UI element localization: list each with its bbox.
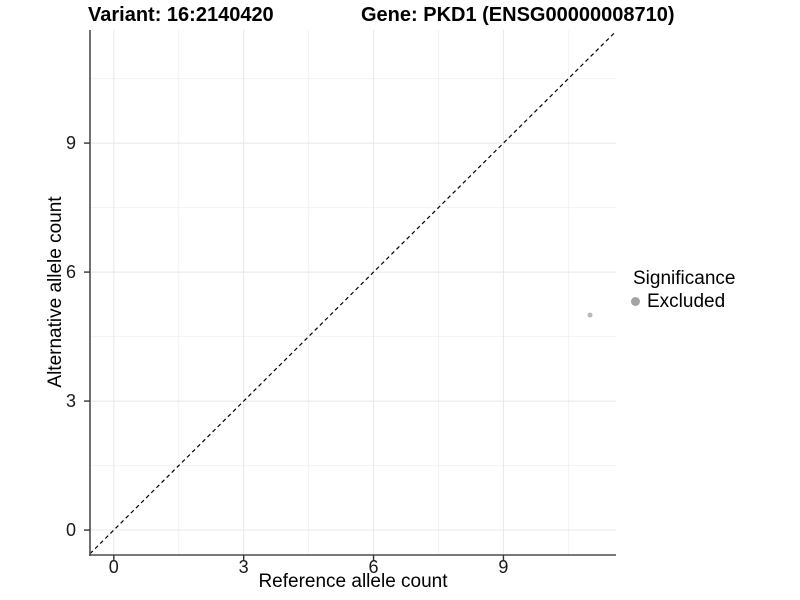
- legend-item-label: Excluded: [647, 291, 726, 312]
- legend-point-icon: [631, 297, 640, 306]
- x-axis-title: Reference allele count: [258, 571, 448, 592]
- plot-title-gene: Gene: PKD1 (ENSG00000008710): [361, 4, 675, 26]
- y-tick-label: 6: [65, 262, 76, 283]
- y-tick-label: 0: [65, 520, 76, 541]
- legend-item-excluded: Excluded: [631, 291, 735, 312]
- plot-title-variant: Variant: 16:2140420: [88, 4, 274, 26]
- x-tick-label: 3: [238, 557, 249, 577]
- x-tick-label: 6: [368, 557, 379, 577]
- legend-title: Significance: [633, 268, 736, 289]
- y-tick-label: 9: [65, 133, 76, 154]
- x-tick-label: 0: [108, 557, 119, 577]
- x-tick-label: 9: [498, 557, 509, 577]
- y-tick-label: 3: [65, 391, 76, 412]
- identity-dashed-line: [89, 30, 617, 555]
- legend: Significance Excluded: [631, 268, 735, 312]
- data-point: [587, 312, 593, 318]
- y-axis-title: Alternative allele count: [45, 196, 66, 388]
